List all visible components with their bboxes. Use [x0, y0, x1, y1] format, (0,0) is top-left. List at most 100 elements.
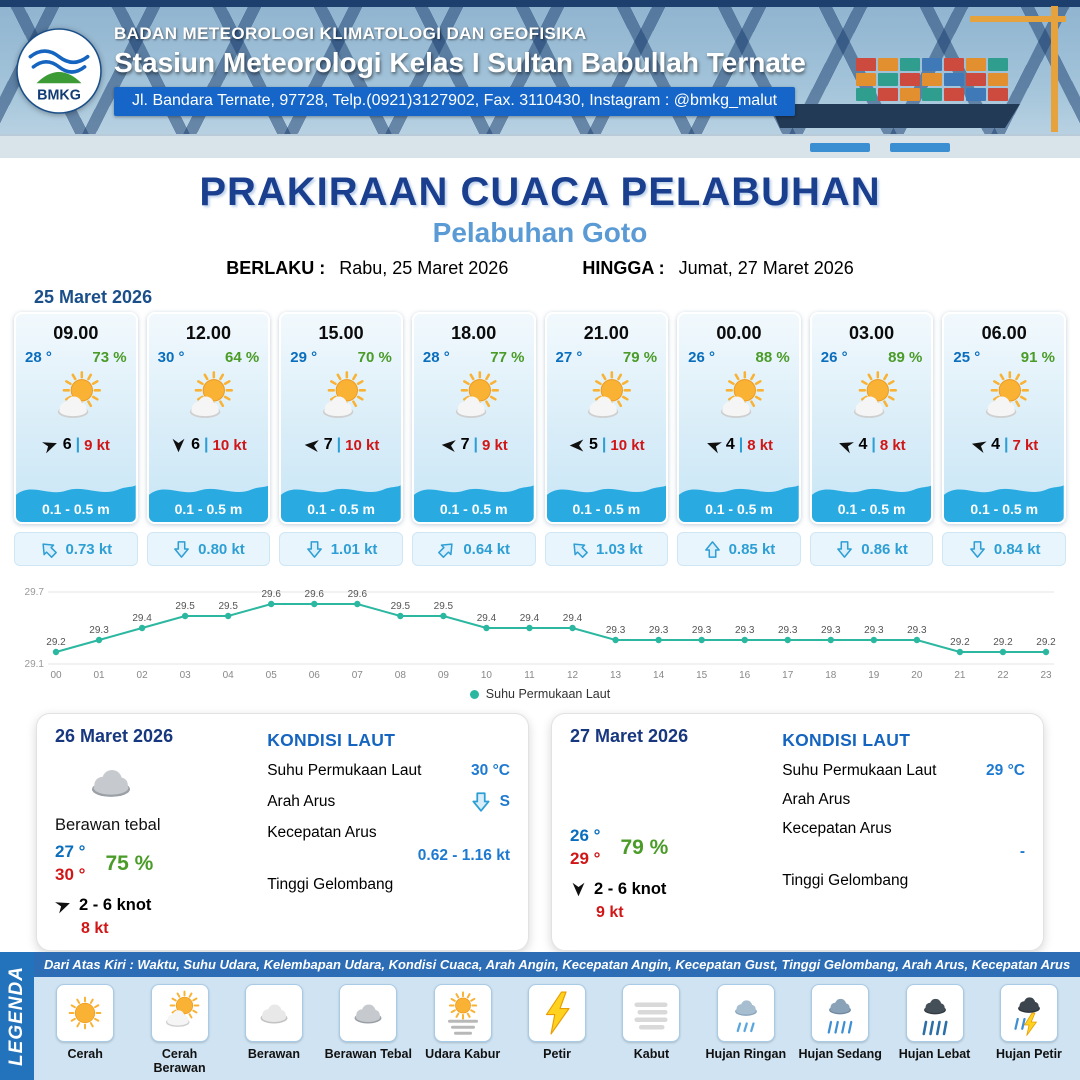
- svg-text:10: 10: [481, 670, 493, 680]
- svg-text:29.2: 29.2: [993, 637, 1013, 648]
- cerah-berawan-icon: [679, 366, 799, 434]
- legend-item-label: Udara Kabur: [425, 1047, 501, 1061]
- crane-illustration: [1051, 6, 1058, 132]
- svg-text:01: 01: [93, 670, 105, 680]
- wave-height-band: 0.1 - 0.5 m: [546, 476, 667, 522]
- daily-wind: 2 - 6 knot: [570, 880, 770, 899]
- svg-text:17: 17: [782, 670, 794, 680]
- temp-humidity-row: 28 ° 77 %: [414, 344, 534, 366]
- hujan-lebat-icon: [905, 984, 964, 1042]
- wind-speed: 4: [858, 436, 868, 453]
- air-temperature: 30 °: [157, 349, 185, 366]
- wave-icon: [148, 485, 269, 522]
- forecast-time: 00.00: [716, 323, 762, 343]
- forecast-card: 09.00 28 ° 73 % 6 | 9 kt 0.1 - 0.5 m 0.7…: [14, 312, 138, 566]
- current-direction-row: Arah Arus: [782, 791, 1025, 809]
- bmkg-logo-text: BMKG: [37, 88, 81, 104]
- sst-label: Suhu Permukaan Laut: [782, 762, 937, 779]
- current-row: 0.85 kt: [677, 532, 801, 566]
- current-speed: 1.03 kt: [595, 540, 643, 558]
- svg-text:29.3: 29.3: [606, 625, 626, 636]
- forecast-card: 00.00 26 ° 88 % 4 | 8 kt 0.1 - 0.5 m 0.8…: [677, 312, 801, 566]
- forecast-card-body: 21.00 27 ° 79 % 5 | 10 kt 0.1 - 0.5 m: [544, 312, 669, 524]
- current-row: 0.73 kt: [14, 532, 138, 566]
- valid-from-value: Rabu, 25 Maret 2026: [339, 258, 509, 278]
- current-speed-row: Kecepatan Arus 0.62 - 1.16 kt: [267, 824, 510, 865]
- valid-to-value: Jumat, 27 Maret 2026: [678, 258, 854, 278]
- temp-max: 29 °: [570, 848, 601, 868]
- current-speed: 0.86 kt: [861, 540, 908, 558]
- kabut-icon: [622, 984, 681, 1042]
- current-row: 0.84 kt: [942, 532, 1066, 566]
- current-direction-arrow: [306, 540, 322, 558]
- daily-wind-range: 2 - 6 knot: [79, 896, 152, 914]
- current-speed-label: Kecepatan Arus: [267, 824, 377, 841]
- temp-min: 27 °: [55, 842, 86, 862]
- wind-speed: 7: [323, 436, 333, 453]
- ship-illustration: [770, 104, 1020, 128]
- wave-height-value: 0.1 - 0.5 m: [837, 501, 906, 517]
- cerah-icon: [56, 984, 115, 1042]
- hujan-petir-icon: [999, 984, 1058, 1042]
- wind-direction-arrow: [41, 441, 57, 453]
- svg-text:00: 00: [50, 670, 62, 680]
- air-temperature: 26 °: [820, 349, 848, 366]
- legend-item: Kabut: [606, 984, 696, 1061]
- forecast-card-body: 15.00 29 ° 70 % 7 | 10 kt 0.1 - 0.5 m: [279, 312, 403, 524]
- svg-text:29.6: 29.6: [348, 589, 368, 600]
- wave-height-value: 0.1 - 0.5 m: [705, 501, 773, 517]
- legend-item: Hujan Sedang: [795, 984, 885, 1061]
- legend-item: Hujan Ringan: [701, 984, 791, 1061]
- daily-weather-column: 26 Maret 2026 Berawan tebal 27 ° 30 ° 75…: [55, 726, 255, 938]
- svg-text:04: 04: [223, 670, 235, 680]
- daily-condition: Berawan tebal: [55, 816, 161, 835]
- forecast-cards-row: 09.00 28 ° 73 % 6 | 9 kt 0.1 - 0.5 m 0.7…: [0, 312, 1080, 566]
- air-temperature: 27 °: [555, 349, 583, 366]
- current-speed-row: Kecepatan Arus -: [782, 820, 1025, 861]
- legend-item: Cerah: [40, 984, 130, 1061]
- forecast-card-body: 09.00 28 ° 73 % 6 | 9 kt 0.1 - 0.5 m: [14, 312, 138, 524]
- humidity: 70 %: [357, 349, 392, 366]
- wind-gust: 9 kt: [481, 436, 508, 454]
- svg-text:29.5: 29.5: [434, 601, 454, 612]
- separator: |: [473, 436, 478, 453]
- temp-humidity-row: 27 ° 79 %: [547, 344, 667, 366]
- wind-gust: 8 kt: [747, 436, 774, 454]
- svg-text:29.3: 29.3: [89, 625, 109, 636]
- wind-row: 4 | 7 kt: [944, 436, 1064, 454]
- svg-text:29.5: 29.5: [175, 601, 195, 612]
- wind-row: 6 | 9 kt: [16, 436, 136, 454]
- daily-date: 27 Maret 2026: [570, 726, 689, 746]
- svg-text:29.5: 29.5: [391, 601, 411, 612]
- forecast-card-body: 12.00 30 ° 64 % 6 | 10 kt 0.1 - 0.5 m: [146, 312, 271, 524]
- daily-wind-range: 2 - 6 knot: [594, 879, 667, 898]
- svg-text:29.2: 29.2: [46, 637, 66, 648]
- legend-item-label: Hujan Sedang: [798, 1047, 882, 1061]
- petir-icon: [528, 984, 587, 1042]
- svg-text:14: 14: [653, 670, 665, 680]
- legend-item: Cerah Berawan: [135, 984, 225, 1075]
- cerah-berawan-icon: [812, 366, 932, 434]
- wind-row: 4 | 8 kt: [679, 436, 799, 454]
- sst-value: 30 °C: [471, 762, 510, 779]
- wind-direction-arrow: [706, 441, 722, 453]
- current-direction-row: Arah Arus S: [267, 791, 510, 813]
- forecast-time: 12.00: [185, 323, 231, 343]
- wind-direction-arrow: [572, 882, 585, 897]
- current-direction-value: S: [499, 793, 510, 810]
- humidity: 79 %: [622, 349, 658, 366]
- svg-text:29.4: 29.4: [132, 613, 152, 624]
- legend-note: Dari Atas Kiri : Waktu, Suhu Udara, Kele…: [34, 952, 1080, 977]
- svg-text:29.7: 29.7: [25, 587, 45, 598]
- current-row: 1.01 kt: [279, 532, 403, 566]
- wind-direction-arrow: [441, 439, 456, 452]
- svg-text:11: 11: [524, 670, 535, 680]
- current-row: 0.80 kt: [146, 532, 271, 566]
- temp-min: 26 °: [570, 826, 601, 845]
- wave-icon: [546, 485, 667, 522]
- temp-humidity-row: 26 ° 89 %: [812, 344, 932, 366]
- wave-icon: [281, 485, 401, 522]
- legend-main: Dari Atas Kiri : Waktu, Suhu Udara, Kele…: [34, 952, 1080, 1080]
- svg-text:02: 02: [137, 670, 149, 680]
- wave-height-row: Tinggi Gelombang 0.1 - 0.5 m: [267, 825, 510, 894]
